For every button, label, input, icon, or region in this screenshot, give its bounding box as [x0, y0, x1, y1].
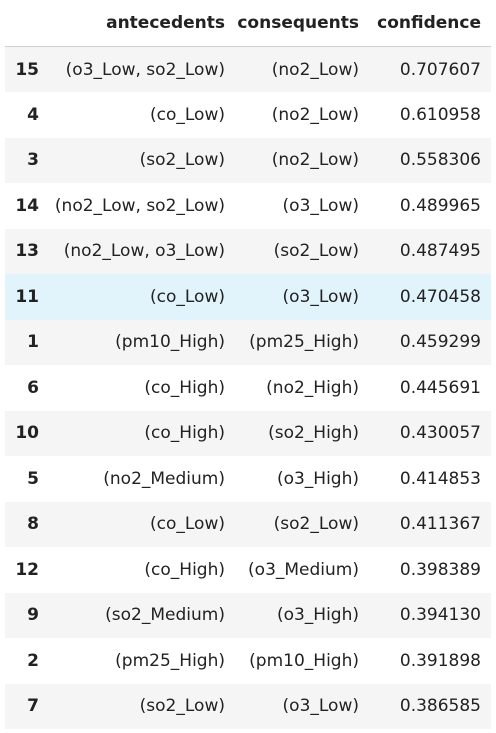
- cell-confidence: 0.558306: [399, 150, 481, 171]
- cell-consequents: (pm25_High): [249, 332, 359, 353]
- table-row: 11 (co_Low) (o3_Low) 0.470458: [5, 274, 491, 320]
- cell-confidence: 0.391898: [399, 650, 481, 671]
- cell-consequents: (no2_Low): [271, 59, 359, 80]
- row-index: 15: [15, 59, 39, 80]
- cell-antecedents: (co_Low): [150, 514, 225, 535]
- table-row: 8 (co_Low) (so2_Low) 0.411367: [5, 501, 491, 547]
- cell-consequents: (o3_Medium): [248, 559, 359, 580]
- cell-confidence: 0.411367: [399, 514, 481, 535]
- cell-confidence: 0.707607: [399, 59, 481, 80]
- row-index: 1: [27, 332, 39, 353]
- table-row: 1 (pm10_High) (pm25_High) 0.459299: [5, 319, 491, 365]
- row-index: 6: [27, 377, 39, 398]
- cell-confidence: 0.487495: [399, 241, 481, 262]
- cell-antecedents: (so2_Low): [139, 150, 225, 171]
- row-index: 10: [15, 423, 39, 444]
- table-body: 15 (o3_Low, so2_Low) (no2_Low) 0.707607 4 (co…: [5, 46, 491, 729]
- column-header-confidence: confidence: [369, 0, 491, 47]
- table-row: 13 (no2_Low, o3_Low) (so2_Low) 0.487495: [5, 228, 491, 274]
- cell-confidence: 0.430057: [399, 423, 481, 444]
- cell-confidence: 0.459299: [399, 332, 481, 353]
- table-row: 7 (so2_Low) (o3_Low) 0.386585: [5, 683, 491, 729]
- column-header-consequents: consequents: [235, 0, 369, 47]
- cell-consequents: (no2_High): [266, 377, 359, 398]
- cell-confidence: 0.489965: [399, 195, 481, 216]
- column-header-antecedents: antecedents: [47, 0, 235, 47]
- row-index: 11: [15, 286, 39, 307]
- row-index: 12: [15, 559, 39, 580]
- cell-consequents: (o3_High): [276, 605, 359, 626]
- cell-antecedents: (co_High): [144, 423, 225, 444]
- cell-confidence: 0.394130: [399, 605, 481, 626]
- cell-confidence: 0.398389: [399, 559, 481, 580]
- cell-consequents: (so2_Low): [273, 241, 359, 262]
- cell-antecedents: (pm25_High): [115, 650, 225, 671]
- cell-antecedents: (no2_Medium): [103, 468, 225, 489]
- cell-consequents: (o3_Low): [282, 195, 359, 216]
- row-index: 8: [27, 514, 39, 535]
- table-row: 9 (so2_Medium) (o3_High) 0.394130: [5, 592, 491, 638]
- row-index: 13: [15, 241, 39, 262]
- cell-confidence: 0.414853: [399, 468, 481, 489]
- header-row: antecedents consequents confidence: [5, 0, 491, 47]
- row-index: 5: [27, 468, 39, 489]
- cell-consequents: (o3_High): [276, 468, 359, 489]
- cell-antecedents: (o3_Low, so2_Low): [65, 59, 225, 80]
- row-index: 4: [27, 104, 39, 125]
- cell-confidence: 0.470458: [399, 286, 481, 307]
- table-row: 2 (pm25_High) (pm10_High) 0.391898: [5, 638, 491, 684]
- table-row: 3 (so2_Low) (no2_Low) 0.558306: [5, 137, 491, 183]
- cell-consequents: (pm10_High): [249, 650, 359, 671]
- table-header: antecedents consequents confidence: [5, 0, 491, 47]
- cell-antecedents: (co_High): [144, 559, 225, 580]
- cell-consequents: (no2_Low): [271, 150, 359, 171]
- table-row: 15 (o3_Low, so2_Low) (no2_Low) 0.707607: [5, 46, 491, 92]
- table-row: 4 (co_Low) (no2_Low) 0.610958: [5, 92, 491, 138]
- cell-consequents: (no2_Low): [271, 104, 359, 125]
- row-index: 2: [27, 650, 39, 671]
- cell-antecedents: (co_Low): [150, 104, 225, 125]
- table-row: 14 (no2_Low, so2_Low) (o3_Low) 0.489965: [5, 183, 491, 229]
- row-index: 9: [27, 605, 39, 626]
- cell-antecedents: (so2_Medium): [105, 605, 225, 626]
- cell-consequents: (so2_Low): [273, 514, 359, 535]
- cell-antecedents: (no2_Low, so2_Low): [54, 195, 225, 216]
- cell-antecedents: (pm10_High): [115, 332, 225, 353]
- index-header: [5, 0, 47, 47]
- row-index: 14: [15, 195, 39, 216]
- cell-confidence: 0.445691: [399, 377, 481, 398]
- cell-antecedents: (no2_Low, o3_Low): [63, 241, 225, 262]
- cell-consequents: (so2_High): [268, 423, 359, 444]
- table-row: 5 (no2_Medium) (o3_High) 0.414853: [5, 456, 491, 502]
- cell-antecedents: (co_Low): [150, 286, 225, 307]
- cell-consequents: (o3_Low): [282, 696, 359, 717]
- cell-antecedents: (co_High): [144, 377, 225, 398]
- cell-antecedents: (so2_Low): [139, 696, 225, 717]
- dataframe-table: antecedents consequents confidence 15 (o3…: [5, 0, 491, 729]
- row-index: 7: [27, 696, 39, 717]
- cell-confidence: 0.386585: [399, 696, 481, 717]
- table-row: 12 (co_High) (o3_Medium) 0.398389: [5, 547, 491, 593]
- table-row: 10 (co_High) (so2_High) 0.430057: [5, 410, 491, 456]
- cell-consequents: (o3_Low): [282, 286, 359, 307]
- cell-confidence: 0.610958: [399, 104, 481, 125]
- row-index: 3: [27, 150, 39, 171]
- table-row: 6 (co_High) (no2_High) 0.445691: [5, 365, 491, 411]
